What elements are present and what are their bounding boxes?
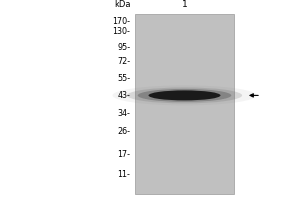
Ellipse shape [127, 87, 242, 103]
Text: 72-: 72- [117, 57, 130, 66]
Text: 55-: 55- [117, 74, 130, 83]
Text: 26-: 26- [118, 127, 130, 136]
Text: 1: 1 [182, 0, 188, 9]
Ellipse shape [112, 85, 256, 105]
Text: 34-: 34- [118, 108, 130, 117]
Text: 170-: 170- [112, 17, 130, 25]
Text: 43-: 43- [118, 91, 130, 100]
Text: kDa: kDa [114, 0, 130, 9]
Text: 95-: 95- [117, 43, 130, 52]
Ellipse shape [148, 90, 220, 100]
Text: 11-: 11- [118, 170, 130, 179]
Text: 130-: 130- [112, 27, 130, 36]
Text: 17-: 17- [118, 150, 130, 159]
Ellipse shape [138, 89, 231, 102]
Bar [135, 14, 234, 194]
